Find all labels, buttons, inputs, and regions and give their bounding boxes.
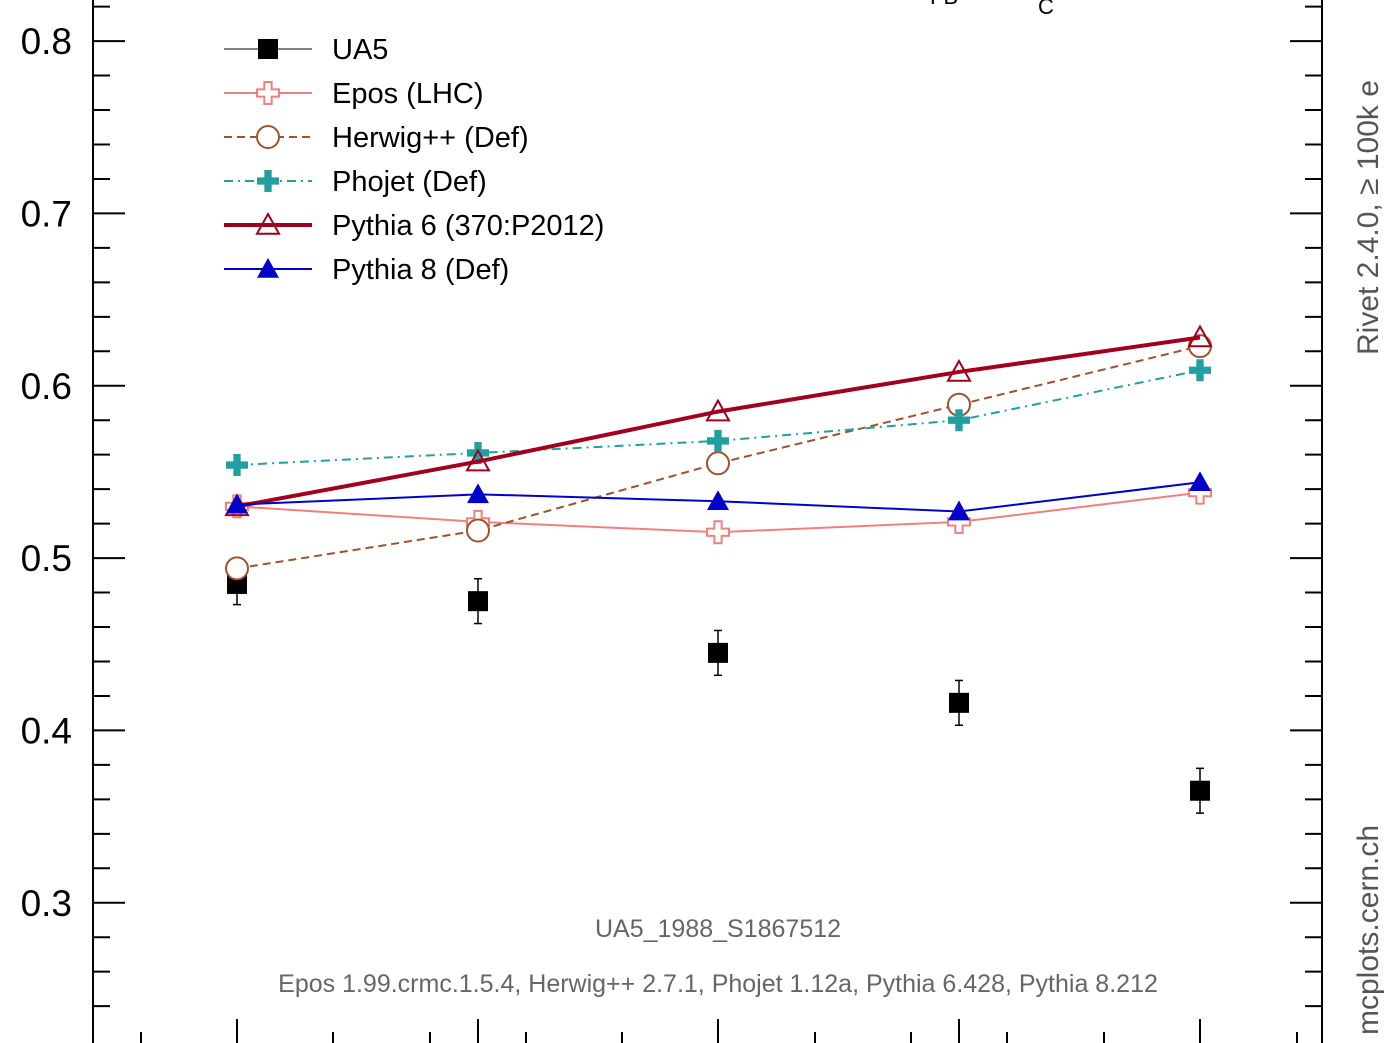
y-tick-label: 0.3 [21,883,72,924]
series-line [236,369,1201,467]
data-point [948,500,970,521]
data-point [468,591,488,612]
legend-item: Pythia 6 (370:P2012) [224,210,604,242]
plot-frame [92,0,1323,1043]
data-point [258,39,278,59]
data-point [466,518,490,543]
legend-item: Phojet (Def) [224,166,487,198]
data-point [226,454,248,477]
data-point [1187,324,1213,348]
series-layer [224,324,1213,814]
data-point [1189,471,1211,492]
generators-label: Epos 1.99.crmc.1.5.4, Herwig++ 2.7.1, Ph… [278,970,1158,998]
legend-label: Herwig++ (Def) [332,122,529,154]
series-ua5 [227,562,1210,814]
legend-label: UA5 [332,34,388,66]
data-point [256,125,280,149]
series-pythia-8-def [226,471,1211,521]
analysis-label: UA5_1988_S1867512 [595,915,841,943]
legend-item: Epos (LHC) [224,78,484,110]
data-point [465,448,491,472]
y-axis-ticks: 0.3 0.4 0.5 0.6 0.7 0.8 [21,5,1322,1008]
y-tick-label: 0.6 [21,366,72,407]
data-point [1189,359,1211,382]
data-point [948,409,970,432]
data-point [705,398,731,422]
y-tick-label: 0.5 [21,538,72,579]
data-point [706,520,730,545]
data-point [1190,780,1210,801]
legend: UA5 Epos (LHC) Herwig++ (Def) Phojet (Def) P… [224,34,604,286]
legend-item: Pythia 8 (Def) [224,254,509,286]
data-point [708,642,728,663]
y-tick-label: 0.4 [21,710,72,751]
legend-item: Herwig++ (Def) [224,122,529,154]
legend-label: Pythia 6 (370:P2012) [332,210,604,242]
data-point [257,170,279,192]
data-point [467,483,489,504]
data-point [707,429,729,452]
data-point [226,493,248,514]
data-point [256,81,280,105]
series-epos-lhc [225,480,1212,545]
legend-label: Phojet (Def) [332,166,487,198]
data-point [257,258,279,278]
series-line [236,345,1201,570]
data-point [949,692,969,713]
rivet-label: Rivet 2.4.0, ≥ 100k e [1352,80,1385,355]
data-point [255,211,281,235]
x-axis-ticks [140,1019,1298,1043]
legend-label: Epos (LHC) [332,78,484,110]
series-line [236,335,1201,509]
y-tick-label: 0.8 [21,21,72,62]
series-herwig-def [225,334,1212,581]
legend-item: UA5 [224,34,388,66]
data-point [467,441,489,464]
title-fragment-c: C [1038,0,1054,19]
series-pythia-6-370-p2012 [224,324,1213,517]
data-point [706,451,730,476]
y-tick-label: 0.7 [21,193,72,234]
data-point [707,490,729,511]
series-phojet-def [226,359,1211,477]
site-label: mcplots.cern.ch [1352,825,1385,1035]
title-fragment-fb: FB [930,0,958,9]
legend-label: Pythia 8 (Def) [332,254,509,286]
data-point [946,358,972,382]
data-point [225,556,249,581]
